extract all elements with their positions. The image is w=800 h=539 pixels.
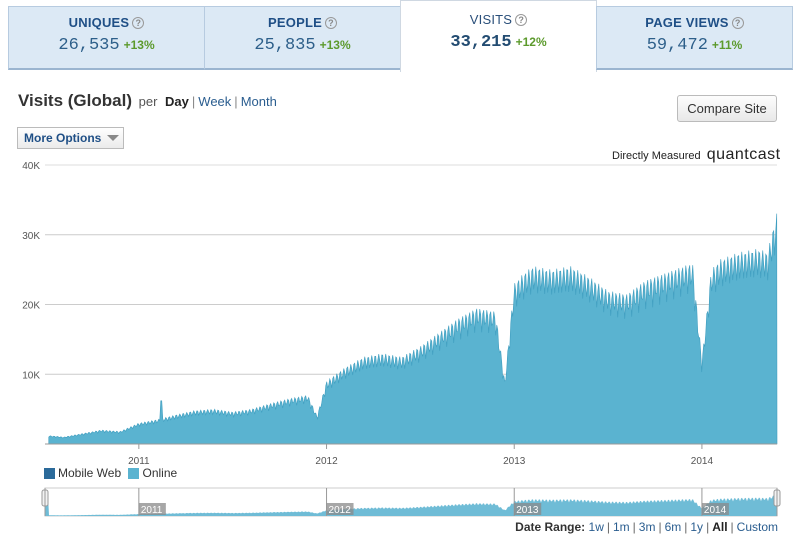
x-tick-label: 2011 [128, 456, 150, 467]
tab-value: 33,215 [450, 33, 512, 52]
help-icon[interactable]: ? [132, 17, 145, 29]
date-range-separator: | [730, 520, 734, 534]
x-tick-label: 2012 [315, 456, 338, 467]
navigator-label-bg [701, 503, 729, 515]
compare-site-button[interactable]: Compare Site [677, 95, 777, 122]
date-range: Date Range: 1w | 1m | 3m | 6m | 1y | All | Custom [515, 520, 778, 534]
navigator-label-bg [326, 503, 354, 515]
more-options-label: More Options [24, 131, 102, 145]
legend-label-mobile-web: Mobile Web [58, 466, 122, 480]
more-options-dropdown[interactable]: More Options [17, 127, 124, 149]
help-icon[interactable]: ? [731, 17, 744, 29]
tab-value-row: 25,835 +13% [205, 36, 400, 55]
date-range-options: 1w | 1m | 3m | 6m | 1y | All | Custom [589, 520, 778, 534]
navigator-label-bg [138, 503, 166, 515]
navigator-area [45, 493, 777, 516]
y-tick-label: 20K [22, 301, 40, 312]
tab-value: 25,835 [254, 36, 316, 55]
date-range-separator: | [684, 520, 688, 534]
legend: Mobile Web Online [44, 466, 181, 482]
help-icon[interactable]: ? [324, 17, 337, 29]
date-range-1w[interactable]: 1w [588, 520, 604, 534]
legend-item-mobile-web[interactable]: Mobile Web [44, 466, 121, 480]
navigator-label-bg [514, 503, 542, 515]
directly-measured-label: Directly Measured [612, 150, 701, 162]
chart-title-row: Visits (Global) per Day | Week | Month [18, 91, 277, 111]
date-range-1y[interactable]: 1y [690, 520, 704, 534]
period-separator: | [234, 94, 238, 109]
date-range-1m[interactable]: 1m [612, 520, 630, 534]
tab-label: UNIQUES? [9, 15, 204, 30]
tab-change: +11% [711, 38, 743, 52]
date-range-separator: | [658, 520, 662, 534]
date-range-separator: | [606, 520, 610, 534]
tab-value: 26,535 [58, 36, 120, 55]
navigator-label: 2012 [329, 505, 352, 516]
series-online-area [48, 213, 778, 445]
tab-label-text: PAGE VIEWS [645, 15, 729, 30]
period-day[interactable]: Day [165, 94, 189, 109]
y-tick-label: 10K [22, 370, 40, 381]
caret-down-icon [107, 135, 120, 141]
navigator-label: 2014 [704, 505, 727, 516]
tab-label: PEOPLE? [205, 15, 400, 30]
date-range-separator: | [706, 520, 710, 534]
navigator-label: 2011 [141, 505, 163, 516]
tab-label-text: PEOPLE [268, 15, 322, 30]
metric-tabs: UNIQUES? 26,535 +13% PEOPLE? 25,835 +13% VISIT… [8, 0, 794, 72]
date-range-3m[interactable]: 3m [638, 520, 656, 534]
tab-change: +12% [515, 35, 547, 49]
chart-title: Visits (Global) [18, 91, 132, 110]
period-separator: | [191, 94, 196, 109]
legend-label-online: Online [142, 466, 178, 480]
y-tick-label: 40K [22, 161, 40, 172]
x-tick-label: 2013 [503, 456, 526, 467]
tab-people[interactable]: PEOPLE? 25,835 +13% [204, 6, 401, 70]
date-range-6m[interactable]: 6m [664, 520, 682, 534]
date-range-all[interactable]: All [712, 520, 728, 534]
legend-item-online[interactable]: Online [128, 466, 177, 480]
legend-swatch-online [128, 467, 140, 479]
legend-swatch-mobile-web [44, 467, 55, 479]
x-tick-label: 2014 [691, 456, 714, 467]
help-icon[interactable]: ? [515, 14, 528, 26]
tab-label-text: VISITS [469, 12, 513, 27]
period-month[interactable]: Month [240, 94, 277, 109]
tab-change: +13% [319, 38, 351, 52]
per-label: per [138, 94, 158, 109]
period-week[interactable]: Week [198, 94, 232, 109]
date-range-label: Date Range: [515, 520, 586, 534]
tab-label: PAGE VIEWS? [597, 15, 792, 30]
tab-label: VISITS? [401, 12, 596, 27]
directly-measured: Directly Measured quantcast [612, 146, 781, 164]
tab-uniques[interactable]: UNIQUES? 26,535 +13% [8, 6, 205, 70]
navigator-label: 2013 [516, 505, 539, 516]
tab-value-row: 33,215 +12% [401, 33, 596, 52]
tab-visits[interactable]: VISITS? 33,215 +12% [400, 0, 597, 72]
tab-change: +13% [123, 38, 155, 52]
y-tick-label: 30K [22, 231, 40, 242]
tab-label-text: UNIQUES [68, 15, 130, 30]
tab-page-views[interactable]: PAGE VIEWS? 59,472 +11% [596, 6, 793, 70]
tab-value: 59,472 [646, 36, 708, 55]
date-range-separator: | [632, 520, 636, 534]
date-range-custom[interactable]: Custom [736, 520, 778, 534]
tab-value-row: 26,535 +13% [9, 36, 204, 55]
tab-value-row: 59,472 +11% [597, 36, 792, 55]
quantcast-logo: quantcast [706, 146, 781, 163]
